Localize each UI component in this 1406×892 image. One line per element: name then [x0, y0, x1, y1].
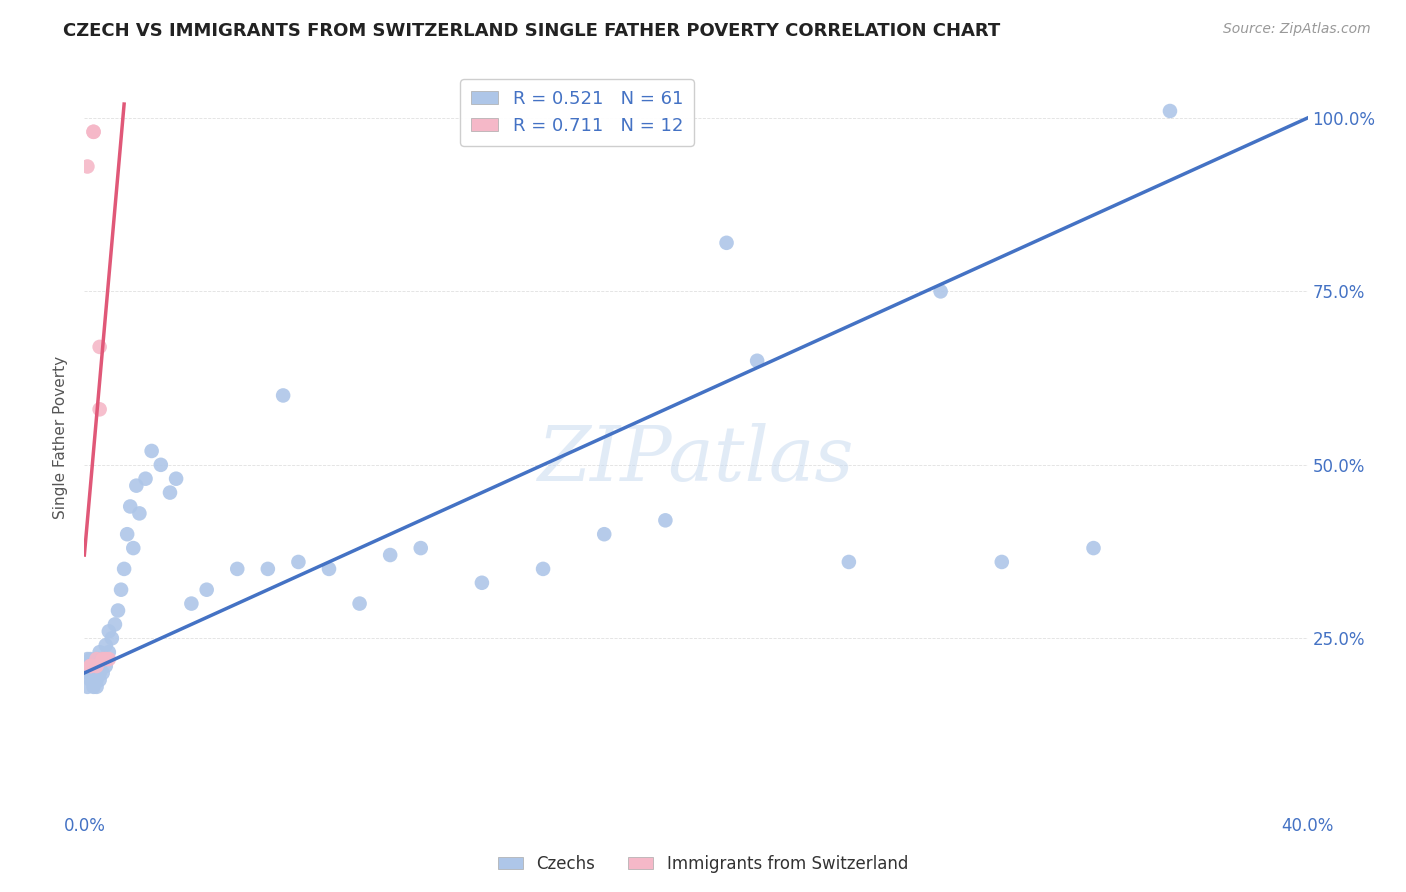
Point [86, 680, 108, 694]
Point [593, 527, 616, 541]
Point [83, 125, 105, 139]
Point [94, 659, 117, 673]
Point [115, 527, 138, 541]
Point [79, 652, 101, 666]
Point [128, 507, 150, 521]
Point [110, 582, 132, 597]
Point [1083, 541, 1105, 555]
Text: CZECH VS IMMIGRANTS FROM SWITZERLAND SINGLE FATHER POVERTY CORRELATION CHART: CZECH VS IMMIGRANTS FROM SWITZERLAND SIN… [63, 22, 1001, 40]
Point [76, 665, 98, 680]
Point [76, 680, 98, 694]
Point [1159, 103, 1181, 118]
Point [94, 638, 117, 652]
Point [94, 652, 117, 666]
Point [654, 513, 676, 527]
Point [471, 575, 494, 590]
Point [112, 562, 135, 576]
Point [271, 388, 294, 402]
Point [79, 659, 101, 673]
Point [120, 500, 142, 514]
Point [287, 555, 309, 569]
Point [107, 603, 129, 617]
Point [86, 652, 108, 666]
Point [79, 659, 101, 673]
Y-axis label: Single Father Poverty: Single Father Poverty [53, 356, 69, 518]
Point [318, 562, 340, 576]
Point [86, 665, 108, 680]
Point [79, 659, 101, 673]
Point [83, 659, 105, 673]
Point [91, 652, 114, 666]
Point [97, 645, 120, 659]
Point [97, 652, 120, 666]
Point [409, 541, 432, 555]
Point [180, 597, 202, 611]
Point [380, 548, 402, 562]
Point [83, 125, 105, 139]
Point [97, 624, 120, 639]
Point [89, 665, 111, 680]
Point [86, 659, 108, 673]
Point [89, 673, 111, 687]
Point [929, 285, 952, 299]
Point [165, 472, 187, 486]
Point [195, 582, 218, 597]
Point [838, 555, 860, 569]
Point [257, 562, 280, 576]
Point [135, 472, 157, 486]
Point [349, 597, 371, 611]
Point [86, 673, 108, 687]
Point [149, 458, 172, 472]
Point [91, 652, 114, 666]
Point [89, 645, 111, 659]
Point [531, 562, 554, 576]
Point [83, 673, 105, 687]
Point [76, 160, 98, 174]
Point [747, 353, 769, 368]
Point [83, 680, 105, 694]
Point [89, 340, 111, 354]
Text: ZIPatlas: ZIPatlas [537, 423, 855, 497]
Point [101, 632, 124, 646]
Point [89, 402, 111, 417]
Point [104, 617, 127, 632]
Point [226, 562, 249, 576]
Point [76, 652, 98, 666]
Point [159, 485, 181, 500]
Point [141, 444, 163, 458]
Legend: R = 0.521   N = 61, R = 0.711   N = 12: R = 0.521 N = 61, R = 0.711 N = 12 [460, 79, 695, 145]
Point [79, 665, 101, 680]
Point [89, 659, 111, 673]
Point [91, 665, 114, 680]
Legend: Czechs, Immigrants from Switzerland: Czechs, Immigrants from Switzerland [491, 848, 915, 880]
Point [86, 652, 108, 666]
Point [716, 235, 738, 250]
Point [83, 665, 105, 680]
Point [991, 555, 1014, 569]
Text: Source: ZipAtlas.com: Source: ZipAtlas.com [1223, 22, 1371, 37]
Point [122, 541, 145, 555]
Point [125, 478, 148, 492]
Point [79, 673, 101, 687]
